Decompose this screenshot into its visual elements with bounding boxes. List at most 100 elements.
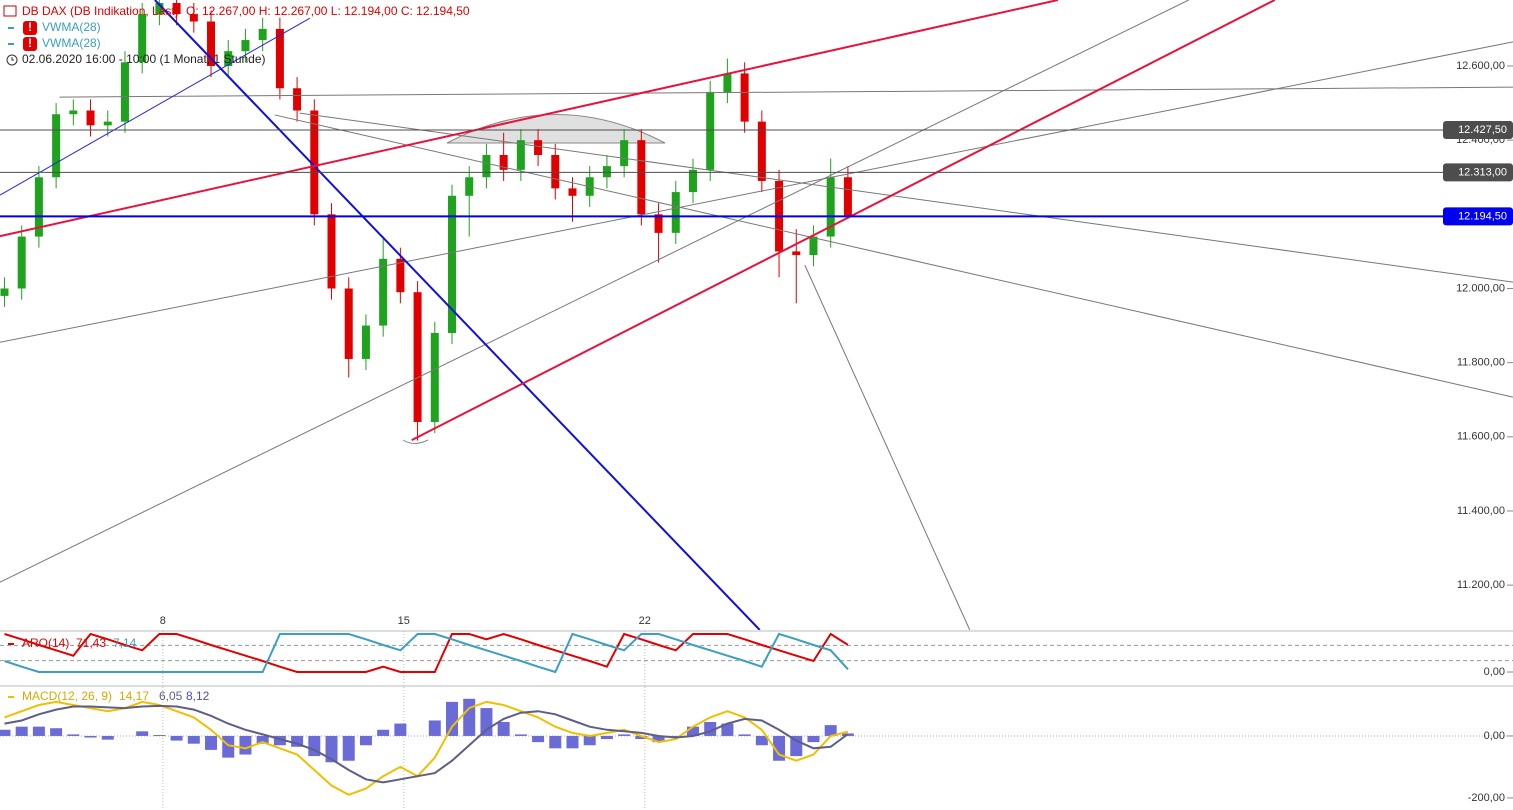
- histogram-bar: [291, 735, 304, 747]
- histogram-bar: [0, 729, 11, 736]
- histogram-bar: [153, 735, 166, 736]
- x-tick-label: 15: [398, 615, 410, 627]
- candle-body: [86, 110, 95, 126]
- level-badge: [1443, 120, 1513, 139]
- clock-hands: [11, 57, 14, 61]
- trend-line: [154, 0, 761, 630]
- trend-line: [59, 86, 1513, 98]
- histogram-bar: [239, 735, 252, 755]
- candle-body: [52, 114, 61, 178]
- histogram-bar: [136, 731, 149, 736]
- candle-body: [688, 169, 697, 193]
- x-tick-label: 8: [160, 615, 166, 627]
- histogram-bar: [549, 735, 562, 749]
- histogram-bar: [463, 698, 476, 736]
- candle-body: [69, 110, 78, 115]
- histogram-bar: [446, 701, 459, 736]
- histogram-bar: [583, 735, 596, 746]
- indicator-value: 7,14: [113, 636, 137, 650]
- trend-line: [0, 0, 1059, 238]
- y-tick-label: 12.600,00: [1456, 60, 1505, 72]
- candle-body: [826, 177, 835, 237]
- candle-body: [327, 214, 336, 289]
- trend-line: [0, 0, 1189, 583]
- trend-line: [411, 0, 1276, 442]
- trend-line: [804, 264, 971, 630]
- warning-icon: [23, 37, 37, 51]
- histogram-bar: [187, 735, 200, 744]
- candle-body: [551, 154, 560, 189]
- histogram-bar: [497, 722, 510, 736]
- aroon-panel: [0, 631, 1513, 686]
- indicator-value: 8,12: [186, 689, 210, 703]
- histogram-bar: [101, 735, 114, 740]
- candle-body: [534, 140, 543, 155]
- warning-glyph: !: [28, 36, 32, 50]
- histogram-bar: [205, 735, 218, 750]
- histogram-bar: [824, 725, 837, 736]
- candle-body: [637, 140, 646, 215]
- histogram-bar: [600, 735, 613, 740]
- histogram-bar: [84, 735, 97, 738]
- candle-body: [602, 166, 611, 178]
- level-label: 12.313,00: [1458, 166, 1507, 178]
- ohlc-label: O: 12.267,00 H: 12.267,00 L: 12.194,00 C…: [186, 4, 470, 18]
- histogram-bar: [15, 726, 28, 736]
- candle-body: [258, 28, 267, 41]
- indicator-label: VWMA(28): [42, 20, 101, 34]
- period-label: 02.06.2020 16:00 - 10:00 (1 Monat, 1 Stu…: [22, 52, 266, 66]
- histogram-bar: [721, 723, 734, 736]
- indicator-value: 71,43: [76, 636, 106, 650]
- candle-body: [843, 177, 852, 217]
- y-tick-label: 0,00: [1484, 666, 1505, 678]
- level-badge: [1443, 207, 1513, 226]
- candle-body: [706, 91, 715, 170]
- candle-body: [792, 251, 801, 256]
- candle-body: [671, 192, 680, 233]
- y-tick-label: 12.000,00: [1456, 282, 1505, 294]
- candle-body: [413, 292, 422, 422]
- histogram-bar: [686, 726, 699, 736]
- candle-body: [172, 2, 181, 15]
- trend-line: [299, 112, 1513, 283]
- warning-glyph: !: [28, 20, 32, 34]
- trend-line: [0, 17, 311, 196]
- candle-body: [361, 325, 370, 359]
- series-line: [4, 632, 849, 674]
- histogram-bar: [566, 735, 579, 749]
- indicator-title: MACD(12, 26, 9): [22, 689, 112, 703]
- trend-line: [0, 41, 1513, 343]
- legend-swatch: [8, 696, 14, 698]
- candle-body: [654, 214, 663, 233]
- histogram-bar: [618, 734, 631, 736]
- macd-panel: [0, 687, 1513, 810]
- histogram-bar: [50, 728, 63, 736]
- chart-title: DB DAX (DB Indikation, Last): [22, 4, 179, 18]
- header: DB DAX (DB Indikation, Last) O: 12.267,0…: [3, 4, 470, 703]
- clock-icon: [6, 54, 18, 66]
- histogram-bar: [755, 735, 768, 746]
- indicator-value: 14,17: [119, 689, 149, 703]
- histogram-bar: [32, 726, 45, 736]
- legend-swatch: [8, 27, 14, 29]
- candle-body: [34, 177, 43, 237]
- candle-body: [344, 288, 353, 359]
- candle-body: [241, 40, 250, 52]
- histogram-bar: [359, 735, 372, 746]
- candle-body: [207, 21, 216, 67]
- histogram-bar: [377, 729, 390, 736]
- candle-body: [379, 258, 388, 326]
- candle-body: [293, 88, 302, 111]
- candle-body: [120, 62, 129, 122]
- histogram-bar: [67, 734, 80, 736]
- histogram-bar: [532, 735, 545, 743]
- candle-body: [103, 121, 112, 126]
- indicator-label: VWMA(28): [42, 36, 101, 50]
- candle-body: [499, 154, 508, 170]
- series-line: [4, 632, 849, 673]
- histogram-bar: [807, 735, 820, 743]
- warning-icon: [23, 21, 37, 35]
- candle-body: [809, 236, 818, 256]
